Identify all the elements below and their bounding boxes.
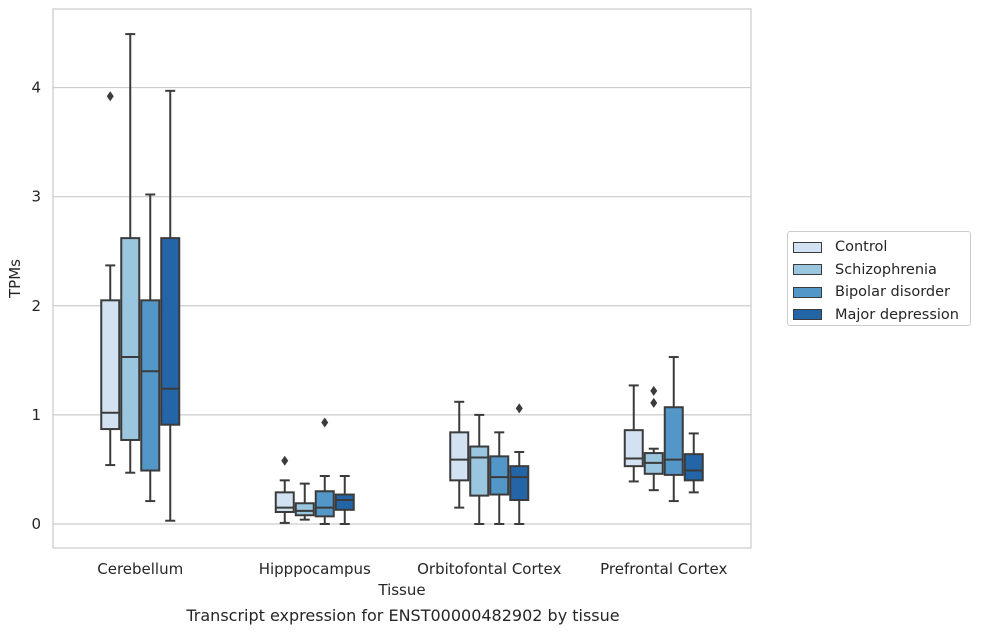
box-0-3 — [623, 384, 644, 483]
x-tick-label-3: Prefrontal Cortex — [600, 560, 727, 578]
box-iqr — [100, 299, 121, 431]
outlier-0 — [650, 397, 658, 408]
box-3-1 — [334, 474, 355, 525]
legend-swatch-bipolar-disorder — [793, 286, 822, 298]
box-iqr — [334, 493, 355, 511]
box-2-1 — [314, 417, 335, 525]
legend-label-major-depression: Major depression — [835, 306, 959, 323]
outlier-0 — [321, 417, 329, 428]
legend-item-schizophrenia: Schizophrenia — [793, 259, 970, 282]
x-tick-labels: Cerebellum Hipppocampus Orbitofontal Corte… — [97, 560, 727, 578]
box-iqr — [120, 237, 141, 441]
box-3-3 — [683, 432, 704, 494]
box-iqr — [160, 237, 181, 426]
box-3-2 — [509, 403, 530, 525]
outlier-0 — [106, 91, 114, 102]
box-iqr — [663, 406, 684, 476]
legend-item-major-depression: Major depression — [793, 304, 970, 327]
box-0-2 — [449, 400, 470, 509]
figure-caption: Transcript expression for ENST0000048290… — [186, 606, 620, 625]
outlier-0 — [515, 403, 523, 414]
box-iqr — [489, 455, 510, 496]
box-iqr — [623, 429, 644, 468]
box-iqr — [314, 490, 335, 518]
box-2-0 — [140, 193, 161, 503]
legend-label-control: Control — [835, 239, 888, 256]
legend: Control Schizophrenia Bipolar disorder M… — [787, 231, 971, 326]
legend-swatch-control — [793, 241, 822, 253]
box-iqr — [274, 491, 295, 513]
x-tick-label-2: Orbitofontal Cortex — [417, 560, 561, 578]
y-tick-labels: 0 1 2 3 4 — [31, 79, 41, 533]
box-iqr — [509, 465, 530, 501]
box-1-0 — [120, 33, 141, 474]
box-1-3 — [643, 385, 664, 492]
legend-swatch-schizophrenia — [793, 264, 822, 276]
box-iqr — [140, 299, 161, 472]
boxes — [100, 33, 704, 525]
legend-label-bipolar-disorder: Bipolar disorder — [835, 284, 950, 301]
legend-item-bipolar-disorder: Bipolar disorder — [793, 281, 970, 304]
x-tick-label-1: Hipppocampus — [259, 560, 371, 578]
legend-item-control: Control — [793, 236, 970, 259]
y-tick-label-3: 3 — [31, 188, 41, 206]
box-iqr — [469, 445, 490, 497]
x-axis-label: Tissue — [377, 581, 425, 599]
box-3-0 — [160, 89, 181, 522]
y-tick-label-2: 2 — [31, 297, 41, 315]
legend-label-schizophrenia: Schizophrenia — [835, 261, 937, 278]
box-iqr — [294, 502, 315, 517]
box-iqr — [449, 431, 470, 482]
box-0-0 — [100, 91, 121, 467]
outlier-1 — [650, 385, 658, 396]
y-axis-label: TPMs — [6, 259, 24, 299]
outlier-0 — [281, 455, 289, 466]
box-0-1 — [274, 455, 295, 524]
box-1-2 — [469, 413, 490, 525]
y-tick-label-1: 1 — [31, 406, 41, 424]
box-2-3 — [663, 356, 684, 503]
box-2-2 — [489, 431, 510, 525]
x-tick-label-0: Cerebellum — [97, 560, 183, 578]
y-tick-label-0: 0 — [31, 515, 41, 533]
box-1-1 — [294, 482, 315, 521]
y-tick-label-4: 4 — [31, 79, 41, 97]
plot-frame — [52, 8, 752, 549]
box-iqr — [683, 453, 704, 482]
legend-swatch-major-depression — [793, 309, 822, 321]
